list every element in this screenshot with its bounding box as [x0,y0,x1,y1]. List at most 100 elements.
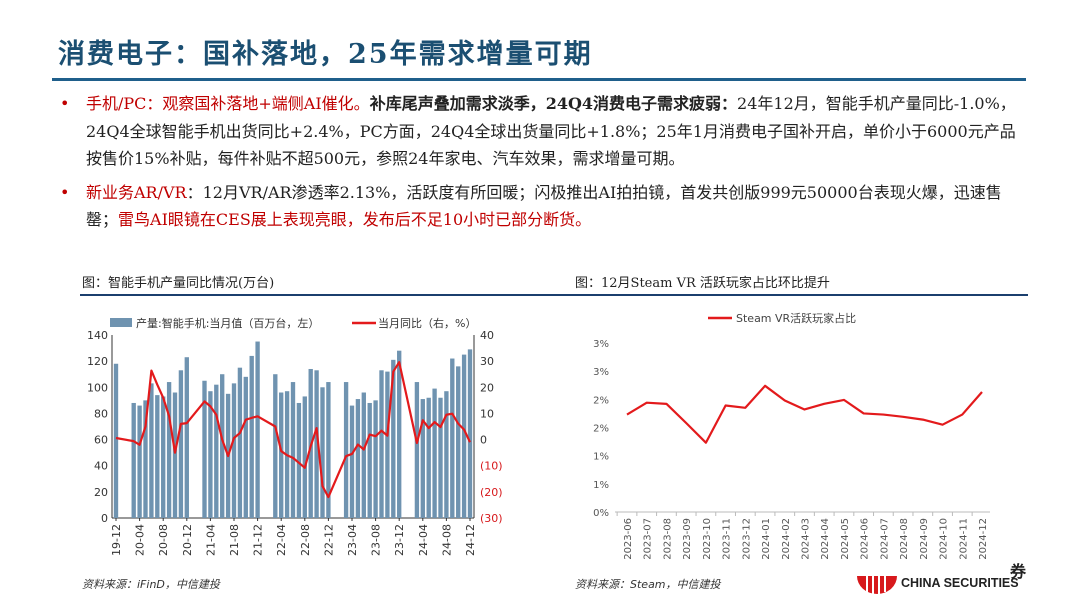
x-tick-label: 20-08 [157,524,170,556]
right-tick-label: 0 [480,434,487,447]
bar [385,371,390,518]
logo-text: CHINA SECURITIES [901,576,1019,590]
bar [161,396,166,518]
bar [314,370,319,518]
bar [202,380,207,518]
right-tick-label: (20) [480,486,503,499]
bar [349,405,355,518]
bar [290,382,296,518]
bar [214,384,219,518]
x-tick-label: 2024-04 [820,518,831,560]
x-tick-label: 2023-11 [722,518,733,560]
x-tick-label: 2024-10 [939,518,950,560]
left-tick-label: 60 [94,434,108,447]
bar [361,392,366,518]
y-tick-label: 3% [593,339,609,350]
y-tick-label: 1% [593,480,609,491]
x-tick-label: 2023-07 [643,518,654,560]
legend-bar-swatch [110,318,132,327]
bar [320,387,325,518]
x-tick-label: 22-12 [322,524,335,556]
bar [426,397,431,518]
bar [137,405,142,518]
x-tick-label: 2024-07 [879,518,890,560]
caption-divider [80,294,1028,296]
bar [220,374,225,518]
logo-char: 券 [1010,564,1027,581]
x-tick-label: 23-12 [393,524,406,556]
bar [113,363,119,518]
bar [420,399,425,518]
bar [326,382,331,518]
x-tick-label: 2023-08 [662,518,673,560]
x-tick-label: 2023-09 [682,518,693,560]
bar [343,382,349,518]
bullet-list: 手机/PC：观察国补落地+端侧AI催化。补库尾声叠加需求淡季，24Q4消费电子需… [58,90,1018,240]
bar [438,397,443,518]
legend-bar-label: 产量:智能手机:当月值（百万台，左） [136,316,319,330]
bar [231,383,237,518]
bullet-lead: 手机/PC：观察国补落地+端侧AI催化。 [86,94,370,113]
bar [255,341,260,518]
left-tick-label: 40 [94,460,108,473]
bar [379,370,384,518]
bullet-bold: 补库尾声叠加需求淡季，24Q4消费电子需求疲弱： [369,94,738,113]
bar [166,382,172,518]
bar [172,392,178,518]
caption-left: 图：智能手机产量同比情况(万台) [82,276,275,291]
left-tick-label: 140 [87,329,108,342]
x-tick-label: 24-04 [417,524,430,556]
bar [367,402,372,518]
x-tick-label: 24-08 [440,524,453,556]
bar [461,354,467,518]
title-divider [52,78,1026,81]
left-tick-label: 100 [87,381,108,394]
bar [456,366,461,518]
x-tick-label: 20-04 [134,524,147,556]
bar [444,391,449,518]
y-tick-label: 2% [593,395,609,406]
bar [149,383,154,518]
bar [155,395,160,518]
bar [467,349,473,518]
x-tick-label: 2023-06 [623,518,634,560]
right-tick-label: 10 [480,407,494,420]
bar [237,367,243,518]
bar [432,388,437,518]
bullet-body: ：12月VR/AR渗透率2.13%，活跃度有所回暖；闪极推出AI拍拍镜，首发共创… [86,182,1002,230]
x-tick-label: 2023-10 [702,518,713,560]
x-tick-label: 2024-02 [781,518,792,560]
bullet-red-tail: 雷鸟AI眼镜在CES展上表现亮眼，发布后不足10小时已部分断货。 [118,210,592,229]
x-tick-label: 22-08 [299,524,312,556]
legend-label: Steam VR活跃玩家占比 [736,311,856,325]
x-tick-label: 21-08 [228,524,241,556]
x-tick-label: 19-12 [110,524,123,556]
x-tick-label: 22-04 [275,524,288,556]
right-tick-label: (10) [480,460,503,473]
right-tick-label: 40 [480,329,494,342]
x-tick-label: 2024-03 [801,518,812,560]
bar [143,400,148,518]
bar [414,382,420,518]
bar [450,358,455,518]
y-tick-label: 3% [593,367,609,378]
bar [131,402,136,518]
x-tick-label: 2024-01 [761,518,772,560]
caption-right: 图：12月Steam VR 活跃玩家占比环比提升 [575,276,830,291]
x-tick-label: 21-04 [204,524,217,556]
bar [178,370,184,518]
y-tick-label: 1% [593,452,609,463]
bullet-body: 24年12月，智能手机产量同比-1.0%，24Q4全球智能手机出货同比+2.4%… [86,94,1016,168]
x-tick-label: 2024-11 [958,518,969,560]
x-tick-label: 2024-06 [860,518,871,560]
source-left: 资料来源：iFinD，中信建投 [82,578,220,591]
left-tick-label: 120 [87,355,108,368]
page-title: 消费电子：国补落地，25年需求增量可期 [58,39,593,70]
logo-mark-icon [857,576,897,594]
source-right: 资料来源：Steam，中信建投 [575,578,721,591]
bar [243,376,248,518]
x-tick-label: 20-12 [181,524,194,556]
legend-line-label: 当月同比（右，%） [378,316,476,330]
